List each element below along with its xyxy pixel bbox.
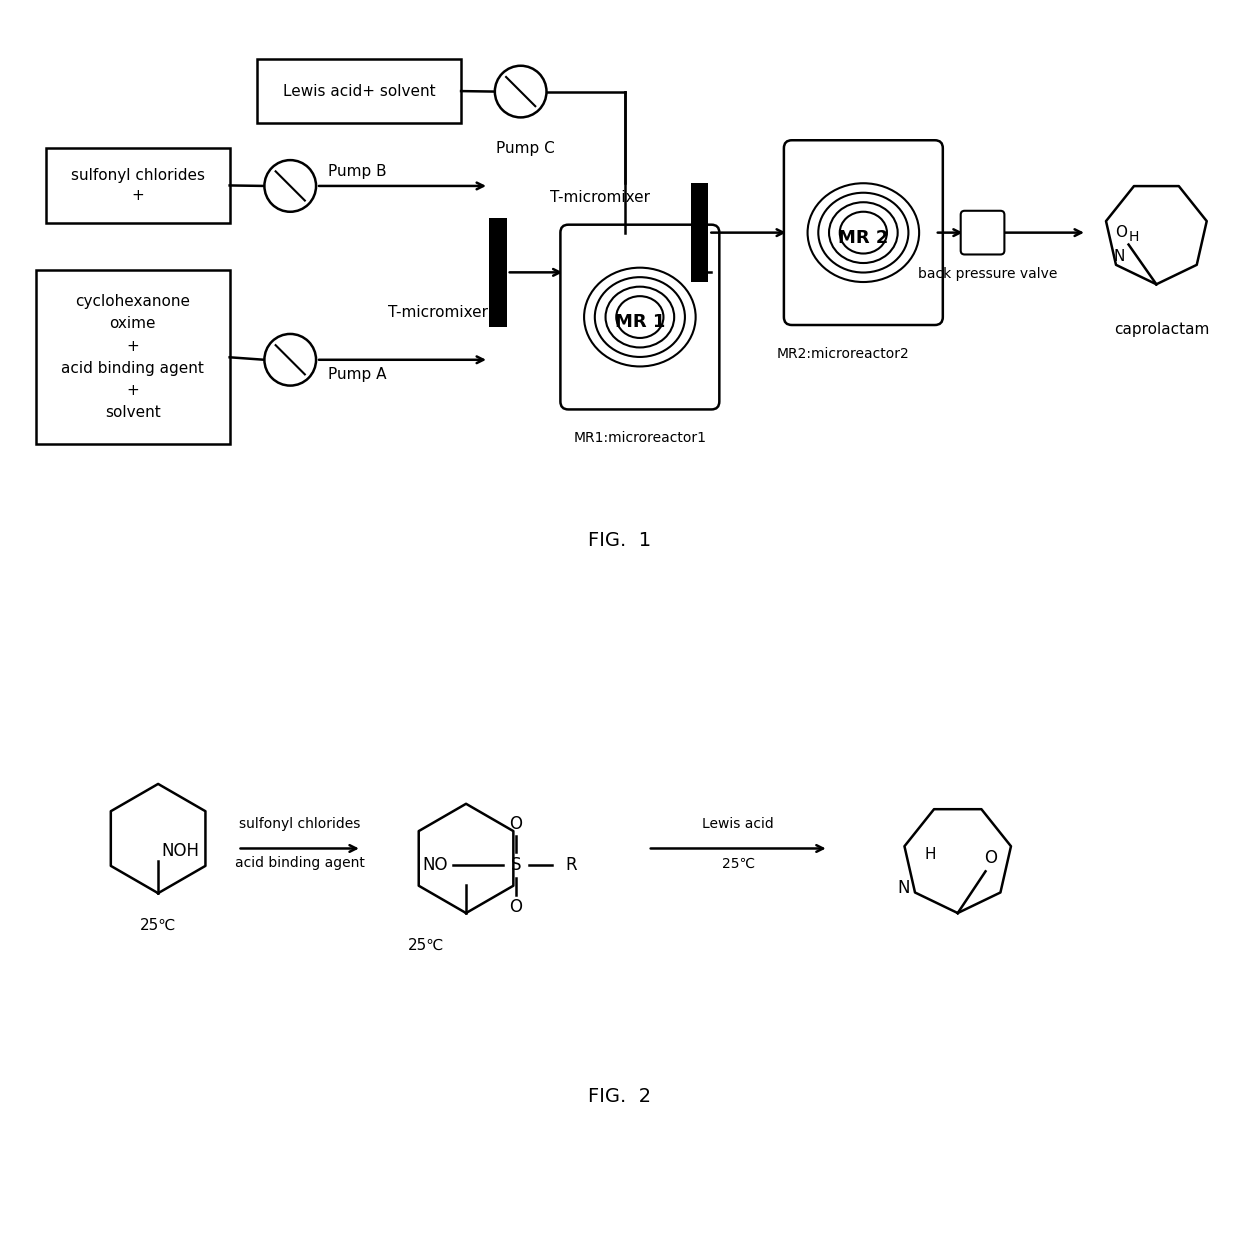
Text: R: R: [565, 856, 577, 875]
FancyBboxPatch shape: [784, 141, 942, 325]
Text: FIG.  1: FIG. 1: [589, 531, 651, 549]
Text: MR 2: MR 2: [838, 228, 889, 247]
Text: S: S: [511, 856, 521, 875]
Bar: [691, 183, 708, 283]
Circle shape: [264, 334, 316, 385]
FancyBboxPatch shape: [961, 211, 1004, 254]
Text: 25℃: 25℃: [722, 856, 755, 871]
Text: Lewis acid: Lewis acid: [702, 816, 774, 831]
Text: O: O: [510, 815, 522, 832]
Text: acid binding agent: acid binding agent: [234, 856, 365, 871]
Bar: [46, 148, 229, 223]
Text: cyclohexanone
oxime
+
acid binding agent
+
solvent: cyclohexanone oxime + acid binding agent…: [61, 294, 205, 420]
Text: O: O: [985, 850, 997, 867]
Text: MR2:microreactor2: MR2:microreactor2: [777, 346, 910, 361]
Text: sulfonyl chlorides
+: sulfonyl chlorides +: [71, 168, 205, 203]
Text: back pressure valve: back pressure valve: [918, 268, 1058, 282]
Text: O: O: [510, 898, 522, 916]
Text: O: O: [1116, 226, 1127, 240]
Text: FIG.  2: FIG. 2: [589, 1087, 651, 1106]
Text: 25℃: 25℃: [408, 938, 444, 953]
Text: H: H: [1128, 231, 1140, 244]
Text: Pump B: Pump B: [327, 163, 387, 178]
Text: sulfonyl chlorides: sulfonyl chlorides: [239, 816, 361, 831]
Text: MR 1: MR 1: [615, 313, 665, 331]
Text: Pump A: Pump A: [327, 368, 387, 383]
Text: MR1:microreactor1: MR1:microreactor1: [573, 431, 707, 445]
FancyBboxPatch shape: [560, 224, 719, 410]
Bar: [258, 59, 461, 123]
Text: Pump C: Pump C: [496, 141, 556, 156]
Text: Lewis acid+ solvent: Lewis acid+ solvent: [283, 83, 435, 98]
Text: T-micromixer: T-micromixer: [551, 191, 650, 206]
Circle shape: [264, 161, 316, 212]
Text: N: N: [1114, 249, 1125, 264]
Text: caprolactam: caprolactam: [1114, 321, 1209, 336]
Circle shape: [495, 66, 547, 117]
Bar: [489, 218, 507, 326]
Text: NO: NO: [423, 856, 448, 875]
Text: N: N: [898, 878, 910, 897]
Text: 25℃: 25℃: [140, 918, 176, 933]
Bar: [36, 270, 229, 445]
Text: T-micromixer: T-micromixer: [388, 304, 489, 319]
Text: NOH: NOH: [161, 842, 200, 861]
Text: H: H: [924, 847, 936, 862]
